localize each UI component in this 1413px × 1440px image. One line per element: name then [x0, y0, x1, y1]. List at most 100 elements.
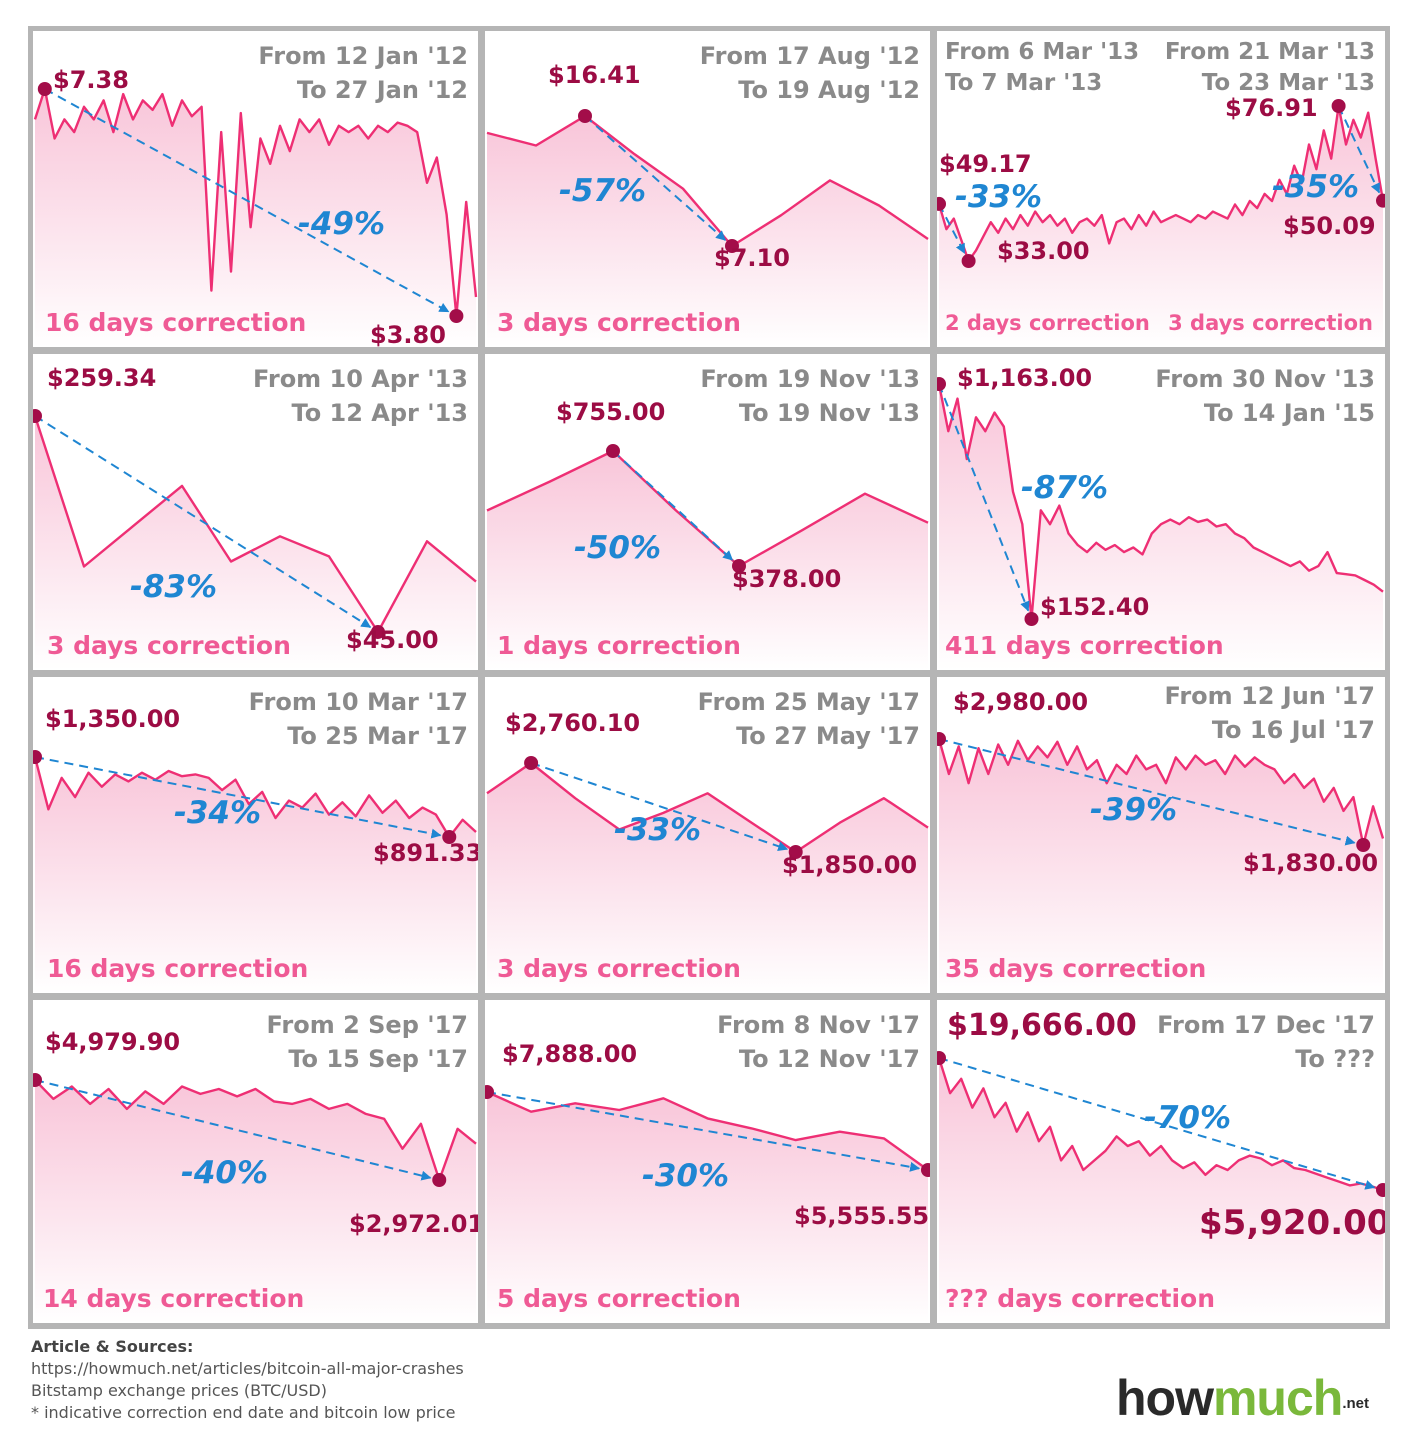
high-point-marker	[524, 756, 539, 770]
date-range: From 19 Nov '13 To 19 Nov '13	[700, 362, 920, 430]
date-range: From 12 Jan '12 To 27 Jan '12	[258, 39, 468, 107]
high-point-marker	[937, 732, 946, 746]
price-line	[34, 1079, 477, 1182]
change-percent-label: -39%	[1090, 792, 1178, 828]
crash-panel-2013-2015: From 30 Nov '13 To 14 Jan '15 $1,163.00 -…	[937, 354, 1385, 670]
to-date: To 25 Mar '17	[287, 722, 468, 750]
to-date: To 27 May '17	[736, 722, 920, 750]
low-point-marker	[1376, 1183, 1385, 1197]
high-point-marker	[937, 196, 946, 211]
low-point-marker	[921, 1163, 930, 1177]
change-percent-label: -40%	[181, 1155, 269, 1191]
to-date: To 15 Sep '17	[288, 1045, 468, 1073]
price-chart	[485, 1085, 930, 1323]
low-point-marker	[442, 830, 457, 844]
high-price-label: $49.17	[939, 150, 1032, 178]
change-percent-label: -33%	[955, 179, 1043, 215]
correction-duration: 1 days correction	[497, 631, 741, 660]
low-price-label: $1,850.00	[782, 851, 918, 879]
crash-panel-2013-nov: From 19 Nov '13 To 19 Nov '13 $755.00 -50…	[485, 354, 930, 670]
low-point-marker	[725, 239, 739, 253]
low-point-marker	[788, 845, 803, 859]
howmuch-logo[interactable]: howmuch.net	[1116, 1368, 1369, 1428]
from-date: From 8 Nov '17	[717, 1011, 920, 1039]
high-price-label: $16.41	[548, 61, 641, 89]
price-area	[35, 1080, 476, 1323]
low-price-label-second: $50.09	[1283, 212, 1376, 240]
from-date: From 17 Aug '12	[699, 42, 920, 70]
correction-duration: 411 days correction	[945, 631, 1224, 660]
correction-arrow	[34, 1079, 432, 1181]
high-price-label: $755.00	[556, 398, 666, 426]
price-chart	[486, 756, 929, 993]
low-price-label: $45.00	[346, 626, 439, 654]
crash-panel-2012-jan: From 12 Jan '12 To 27 Jan '12 $7.38 -49% …	[33, 31, 478, 347]
correction-duration: ??? days correction	[945, 1284, 1216, 1313]
high-price-label: $4,979.90	[45, 1028, 181, 1056]
correction-arrow	[486, 1091, 921, 1172]
from-date: From 30 Nov '13	[1155, 365, 1375, 393]
crash-panel-2012-aug: From 17 Aug '12 To 19 Aug '12 $16.41 -57%…	[485, 31, 930, 347]
source-note: * indicative correction end date and bit…	[31, 1403, 456, 1422]
price-chart	[937, 732, 1385, 993]
to-date: To 12 Apr '13	[291, 399, 468, 427]
to-date: To ???	[1295, 1045, 1375, 1073]
correction-duration: 14 days correction	[43, 1284, 305, 1313]
price-area	[487, 763, 928, 993]
crash-panel-2013-apr: From 10 Apr '13 To 12 Apr '13 $259.34 -83…	[33, 354, 478, 670]
correction-duration: 16 days correction	[45, 308, 307, 337]
date-range: From 17 Dec '17 To ???	[1157, 1008, 1375, 1076]
price-area	[35, 89, 476, 347]
source-url[interactable]: https://howmuch.net/articles/bitcoin-all…	[31, 1359, 464, 1378]
price-line	[486, 1090, 929, 1171]
correction-arrow	[34, 756, 442, 839]
date-range: From 30 Nov '13 To 14 Jan '15	[1155, 362, 1375, 430]
correction-duration-first: 2 days correction	[945, 311, 1150, 335]
high-point-marker	[606, 444, 620, 458]
price-line	[33, 87, 478, 318]
price-area	[939, 1058, 1383, 1323]
change-percent-label: -83%	[130, 569, 218, 605]
price-line	[937, 1057, 1384, 1192]
correction-arrow	[938, 1057, 1376, 1190]
logo-much: much	[1212, 1370, 1343, 1426]
high-price-label: $2,980.00	[953, 688, 1089, 716]
correction-arrow	[612, 450, 734, 561]
correction-duration: 3 days correction	[497, 954, 741, 983]
sources-header: Article & Sources:	[31, 1337, 194, 1356]
low-price-label: $2,972.01	[349, 1210, 478, 1238]
sources-block: Article & Sources: https://howmuch.net/a…	[31, 1336, 464, 1424]
high-point-marker	[578, 109, 592, 123]
price-line	[937, 738, 1385, 847]
change-percent-label: -87%	[1021, 470, 1109, 506]
price-area	[939, 106, 1383, 347]
date-range: From 10 Mar '17 To 25 Mar '17	[249, 685, 468, 753]
high-point-marker	[37, 82, 52, 96]
to-date: To 27 Jan '12	[296, 76, 468, 104]
to-date: To 19 Aug '12	[738, 76, 920, 104]
price-chart	[33, 409, 477, 670]
price-chart	[33, 750, 477, 993]
price-line	[33, 756, 477, 839]
correction-arrow	[938, 203, 966, 254]
to-date: To 23 Mar '13	[1201, 70, 1375, 96]
correction-arrow	[938, 738, 1356, 846]
correction-duration: 5 days correction	[497, 1284, 741, 1313]
price-chart	[486, 444, 929, 670]
from-date: From 12 Jun '17	[1164, 682, 1375, 710]
date-range: From 2 Sep '17 To 15 Sep '17	[267, 1008, 468, 1076]
correction-arrow	[530, 762, 789, 852]
crash-panel-2017-may: From 25 May '17 To 27 May '17 $2,760.10 -…	[485, 677, 930, 993]
high-price-label: $259.34	[47, 364, 157, 392]
correction-arrow-second	[1337, 105, 1381, 194]
price-chart	[937, 1051, 1385, 1323]
high-point-marker	[33, 750, 42, 764]
low-point-marker	[371, 625, 385, 639]
low-price-label: $7.10	[714, 244, 790, 272]
price-line	[937, 104, 1385, 263]
price-area	[487, 116, 928, 347]
date-range: From 8 Nov '17 To 12 Nov '17	[717, 1008, 920, 1076]
logo-how: how	[1115, 1370, 1214, 1426]
low-price-label: $33.00	[997, 237, 1090, 265]
price-area	[35, 757, 476, 993]
